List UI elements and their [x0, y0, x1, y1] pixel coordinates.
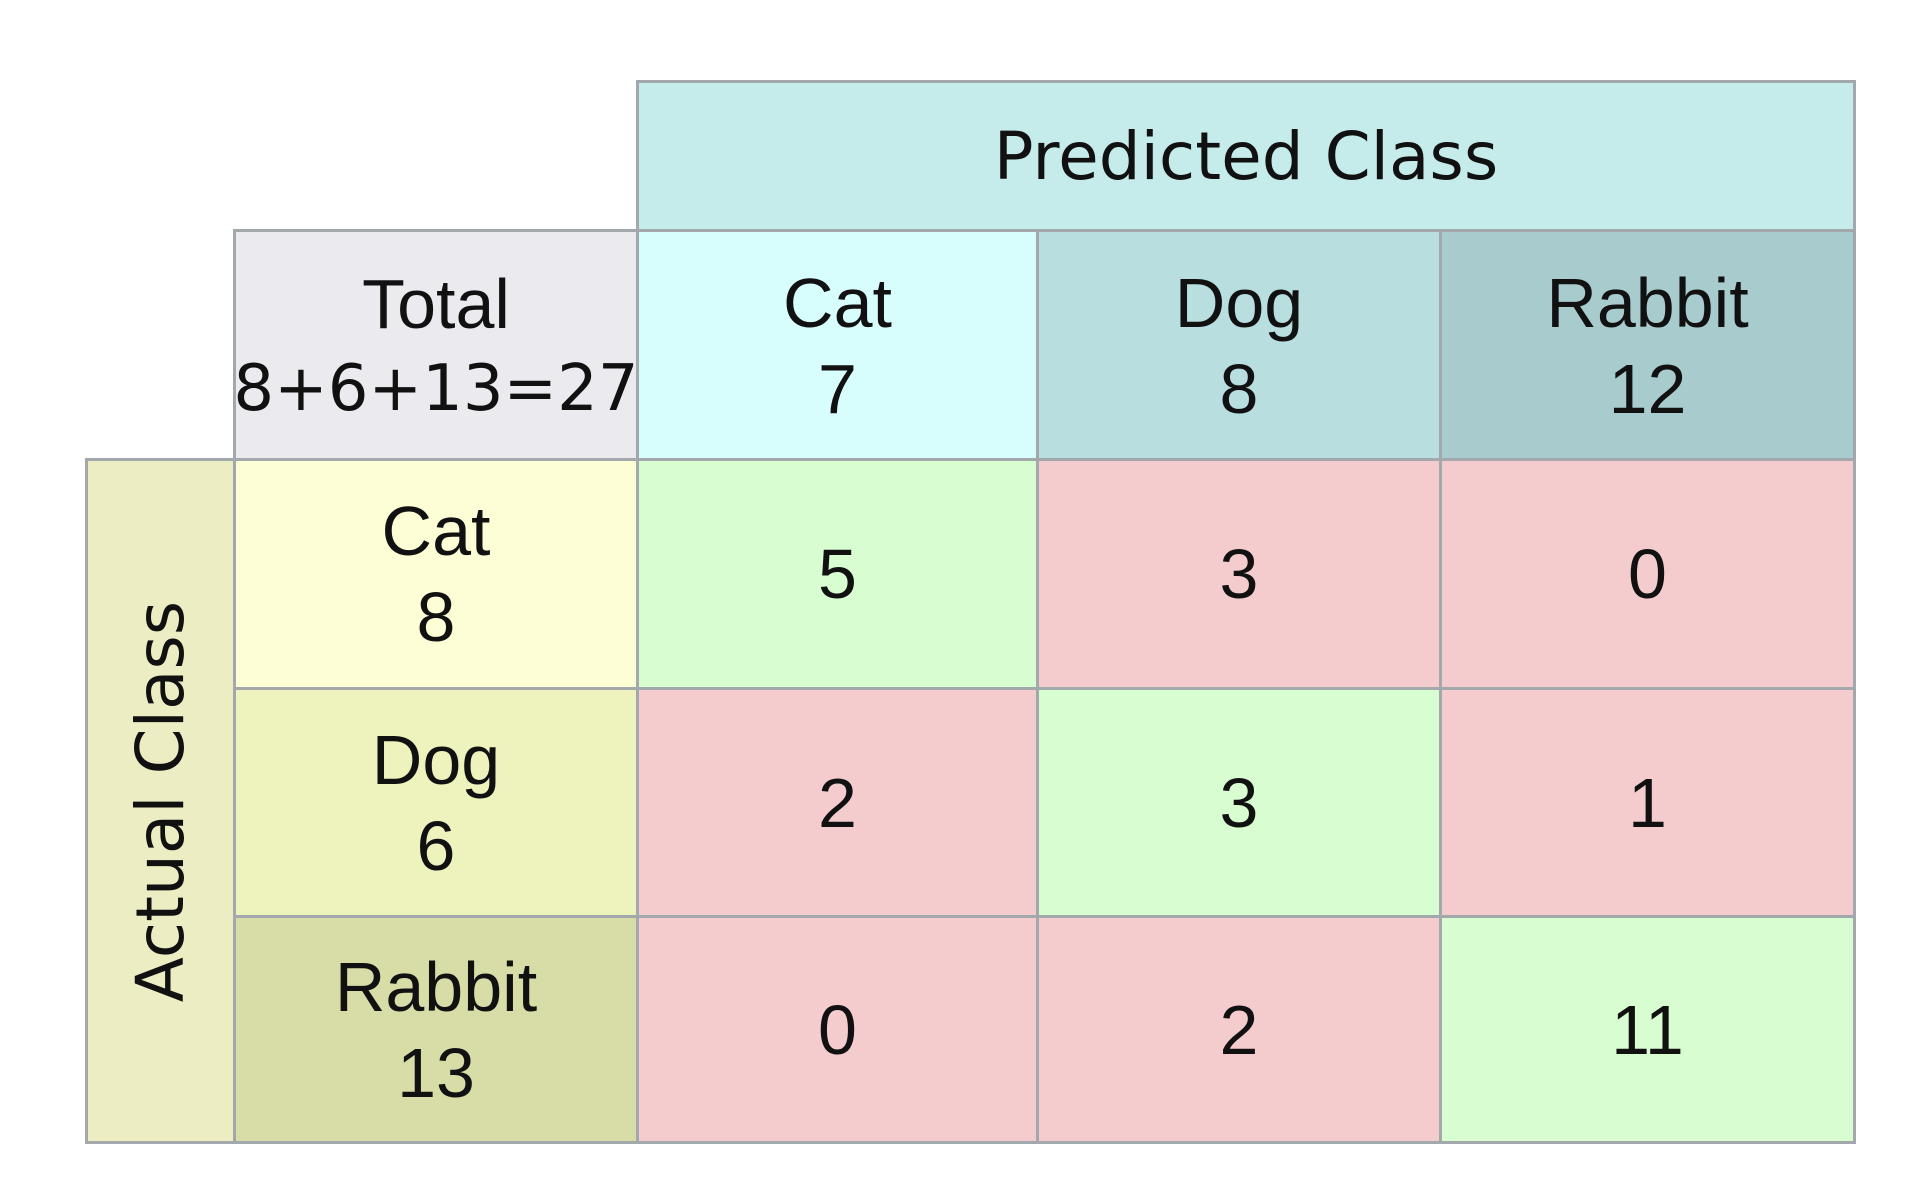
actual-header-dog: Dog 6 [233, 687, 639, 919]
actual-header-total: 13 [397, 1033, 475, 1112]
predicted-header-dog: Dog 8 [1036, 229, 1442, 462]
predicted-class-title: Predicted Class [636, 80, 1856, 232]
actual-header-total: 6 [416, 807, 456, 885]
actual-class-title-text: Actual Class [122, 600, 200, 1002]
predicted-header-total: 8 [1219, 349, 1259, 428]
actual-header-total: 8 [416, 578, 456, 656]
matrix-cell-cat-rabbit: 0 [1439, 458, 1856, 690]
matrix-value: 11 [1611, 990, 1684, 1069]
matrix-value: 0 [818, 990, 857, 1069]
matrix-value: 3 [1219, 764, 1259, 842]
matrix-value: 2 [818, 764, 857, 842]
actual-header-cat: Cat 8 [233, 458, 639, 690]
predicted-header-label: Rabbit [1546, 263, 1749, 342]
predicted-header-cat: Cat 7 [636, 229, 1039, 462]
predicted-header-label: Cat [783, 263, 892, 342]
actual-header-rabbit: Rabbit 13 [233, 915, 639, 1144]
actual-header-label: Rabbit [334, 947, 538, 1026]
matrix-cell-cat-cat: 5 [636, 458, 1039, 690]
matrix-cell-rabbit-cat: 0 [636, 915, 1039, 1144]
matrix-value: 0 [1628, 535, 1667, 613]
predicted-header-rabbit: Rabbit 12 [1439, 229, 1856, 462]
predicted-header-label: Dog [1174, 263, 1304, 342]
matrix-cell-dog-cat: 2 [636, 687, 1039, 919]
matrix-value: 3 [1219, 535, 1259, 613]
actual-class-title: Actual Class [85, 458, 236, 1144]
predicted-header-total: 7 [818, 349, 857, 428]
matrix-value: 5 [818, 535, 857, 613]
matrix-value: 2 [1219, 990, 1259, 1069]
total-cell: Total 8+6+13=27 [233, 229, 639, 462]
predicted-header-total: 12 [1608, 349, 1687, 428]
matrix-cell-rabbit-dog: 2 [1036, 915, 1442, 1144]
total-formula: 8+6+13=27 [233, 351, 639, 426]
matrix-cell-rabbit-rabbit: 11 [1439, 915, 1856, 1144]
matrix-cell-dog-rabbit: 1 [1439, 687, 1856, 919]
matrix-cell-cat-dog: 3 [1036, 458, 1442, 690]
actual-header-label: Dog [371, 721, 501, 799]
total-label: Total [362, 264, 510, 343]
predicted-class-title-text: Predicted Class [993, 117, 1499, 195]
matrix-value: 1 [1628, 764, 1667, 842]
actual-header-label: Cat [381, 492, 491, 570]
matrix-cell-dog-dog: 3 [1036, 687, 1442, 919]
